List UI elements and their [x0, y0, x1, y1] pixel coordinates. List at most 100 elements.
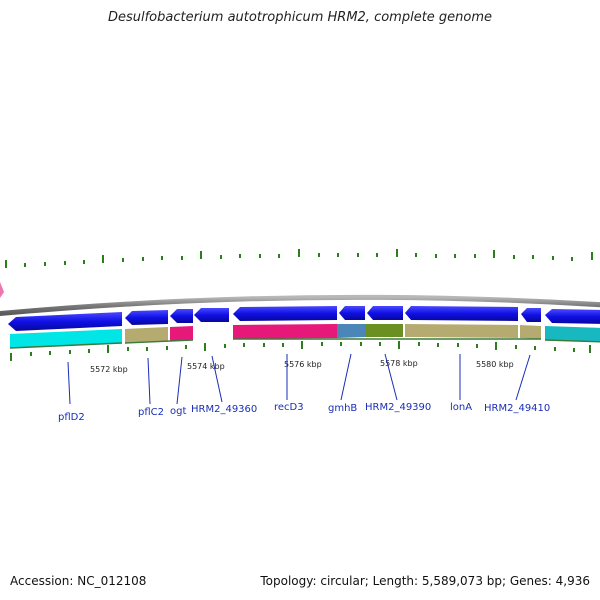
- tick-mark: [5, 260, 7, 268]
- gene-arrow: [170, 309, 193, 323]
- cog-segment: [545, 326, 600, 342]
- gene-label-ogt[interactable]: ogt: [170, 406, 186, 417]
- gene-arrow: [233, 306, 337, 321]
- tick-mark: [554, 347, 556, 351]
- tick-mark: [337, 253, 339, 257]
- tick-mark: [435, 254, 437, 258]
- map-title: Desulfobacterium autotrophicum HRM2, com…: [107, 10, 493, 25]
- tick-mark: [220, 255, 222, 259]
- tick-mark: [396, 249, 398, 257]
- gene-label-pflC2[interactable]: pflC2: [138, 407, 164, 418]
- gene-label-lonA[interactable]: lonA: [450, 402, 472, 413]
- cog-segment: [520, 325, 541, 339]
- genome-backbone: [0, 294, 600, 317]
- tick-mark: [454, 254, 456, 258]
- tick-mark: [49, 351, 51, 355]
- tick-mark: [263, 343, 265, 347]
- leader-line: [211, 355, 223, 403]
- tick-mark: [224, 344, 226, 348]
- tick-mark: [589, 345, 591, 353]
- gene-label-recD3[interactable]: recD3: [274, 402, 304, 413]
- tick-mark: [102, 255, 104, 263]
- tick-mark: [166, 346, 168, 350]
- tick-mark: [107, 345, 109, 353]
- tick-mark: [282, 343, 284, 347]
- tick-mark: [298, 249, 300, 257]
- gene-arrow: [367, 306, 403, 320]
- cog-segment: [233, 324, 337, 339]
- cog-track-shadow: [9, 338, 600, 349]
- tick-mark: [437, 343, 439, 347]
- scale-label: 5574 kbp: [187, 362, 225, 371]
- gene-arrow: [194, 308, 229, 322]
- tick-mark: [69, 350, 71, 354]
- gene-label-hrm2-49360[interactable]: HRM2_49360: [191, 404, 257, 415]
- cog-segment: [125, 327, 168, 343]
- tick-mark: [278, 254, 280, 258]
- gene-label-hrm2-49410[interactable]: HRM2_49410: [484, 403, 550, 414]
- tick-mark: [418, 342, 420, 346]
- gene-arrow: [339, 306, 365, 320]
- leader-lines: [67, 353, 531, 405]
- tick-mark: [360, 342, 362, 346]
- tick-mark: [552, 256, 554, 260]
- leader-line: [147, 357, 151, 405]
- tick-mark: [573, 348, 575, 352]
- tick-mark: [476, 344, 478, 348]
- tick-mark: [301, 341, 303, 349]
- tick-mark: [340, 342, 342, 346]
- tick-mark: [398, 341, 400, 349]
- tick-mark: [83, 260, 85, 264]
- gene-arrow: [125, 310, 168, 325]
- gene-label-hrm2-49390[interactable]: HRM2_49390: [365, 402, 431, 413]
- tick-mark: [515, 345, 517, 349]
- tick-mark: [318, 253, 320, 257]
- scale-label: 5578 kbp: [380, 359, 418, 368]
- tick-mark: [532, 255, 534, 259]
- tick-mark: [24, 263, 26, 267]
- gene-arrow: [545, 309, 600, 324]
- gene-label-pflD2[interactable]: pflD2: [58, 412, 85, 423]
- tick-mark: [513, 255, 515, 259]
- tick-mark: [495, 342, 497, 350]
- tick-mark: [142, 257, 144, 261]
- scale-label: 5572 kbp: [90, 365, 128, 374]
- scale-label: 5580 kbp: [476, 360, 514, 369]
- tick-mark: [457, 343, 459, 347]
- gene-arrow: [405, 306, 518, 321]
- gene-arrow-track: [8, 306, 600, 331]
- tick-mark: [185, 345, 187, 349]
- tick-mark: [127, 347, 129, 351]
- tick-mark: [146, 347, 148, 351]
- tick-mark: [376, 253, 378, 257]
- tick-mark: [534, 346, 536, 350]
- tick-mark: [10, 353, 12, 361]
- tick-mark: [243, 343, 245, 347]
- cog-feature-track: [9, 324, 600, 349]
- scale-label: 5576 kbp: [284, 360, 322, 369]
- cog-segment: [405, 324, 518, 338]
- gene-label-gmhB[interactable]: gmhB: [328, 403, 357, 414]
- tick-mark: [474, 254, 476, 258]
- inner-tick-ring: [10, 341, 591, 361]
- tick-mark: [493, 250, 495, 258]
- tick-mark: [64, 261, 66, 265]
- leader-line: [67, 361, 71, 405]
- tick-mark: [321, 342, 323, 346]
- leader-line: [384, 353, 398, 401]
- accession-text: Accession: NC_012108: [10, 574, 147, 588]
- tick-mark: [30, 352, 32, 356]
- tick-mark: [415, 253, 417, 257]
- tick-mark: [357, 253, 359, 257]
- tick-mark: [239, 254, 241, 258]
- cog-segment: [337, 324, 365, 338]
- tick-mark: [204, 343, 206, 351]
- leader-line: [340, 353, 352, 401]
- cog-segment: [365, 324, 403, 337]
- genome-stats-text: Topology: circular; Length: 5,589,073 bp…: [260, 574, 590, 588]
- tick-mark: [200, 251, 202, 259]
- outer-tick-ring: [5, 249, 593, 268]
- tick-mark: [161, 256, 163, 260]
